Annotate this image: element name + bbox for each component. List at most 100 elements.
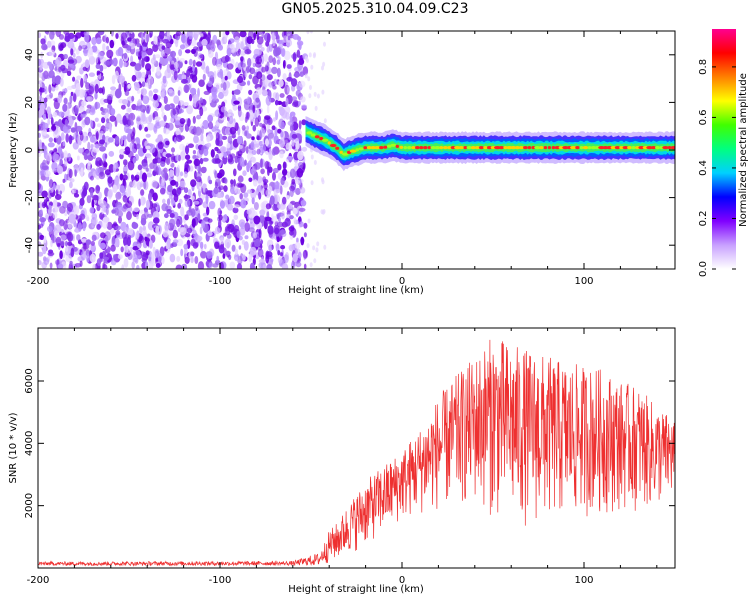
spectrogram-noise-cell: [92, 263, 97, 269]
spectrogram-noise-cell: [111, 74, 116, 85]
spectrogram-noise-cell: [153, 88, 159, 94]
spectrogram-noise-cell: [203, 167, 207, 172]
spectrogram-noise-cell: [118, 216, 122, 224]
spectrogram-noise-cell: [89, 253, 96, 263]
spectrogram-noise-cell: [51, 161, 58, 171]
spectrogram-noise-cell: [152, 100, 159, 108]
spectrogram-noise-cell: [255, 87, 263, 96]
spectrogram-noise-cell: [176, 218, 181, 228]
spectrogram-noise-cell: [52, 152, 58, 162]
spectrogram-noise-cell: [99, 146, 106, 152]
spectrogram-noise-cell: [109, 123, 112, 133]
spectrogram-noise-cell: [274, 99, 279, 106]
spectrogram-noise-cell: [62, 103, 68, 112]
spectrogram-noise-cell: [49, 262, 53, 269]
spectrogram-noise-cell: [105, 36, 109, 44]
spectrogram-noise-cell: [48, 207, 53, 217]
spectrogram-noise-cell: [125, 188, 131, 198]
spectrogram-noise-cell: [109, 39, 115, 49]
spectrogram-noise-cell: [171, 199, 176, 205]
spectrogram-noise-cell: [272, 171, 276, 181]
spectrogram-noise-cell: [131, 148, 137, 153]
spectrogram-noise-cell: [293, 216, 297, 225]
spectrogram-noise-cell: [300, 238, 305, 243]
spectrogram-noise-cell: [247, 160, 252, 168]
spectrogram-noise-cell: [269, 195, 275, 205]
spectrogram-noise-cell: [249, 221, 255, 230]
spectrogram-noise-cell: [175, 154, 179, 161]
spectrogram-noise-cell: [169, 218, 176, 229]
spectrogram-noise-cell: [127, 234, 132, 240]
spectrogram-noise-cell: [186, 227, 193, 234]
spectrogram-noise-cell: [278, 138, 286, 148]
spectrogram-noise-cell: [121, 264, 125, 269]
spectrogram-noise-cell: [282, 168, 288, 176]
spectrogram-noise-cell: [53, 148, 57, 153]
spectrogram-noise-cell: [171, 147, 175, 153]
spectrogram-noise-cell: [146, 33, 150, 43]
spectrogram-peak: [487, 146, 492, 150]
spectrogram-noise-cell: [162, 230, 169, 238]
spectrogram-ytick-label: 40: [24, 48, 35, 61]
spectrogram-noise-cell: [322, 41, 326, 47]
spectrogram-noise-cell: [38, 139, 42, 150]
spectrogram-noise-cell: [162, 75, 167, 84]
spectrogram-noise-cell: [214, 181, 218, 189]
spectrogram-noise-cell: [96, 37, 102, 45]
spectrogram-noise-cell: [157, 150, 162, 159]
spectrogram-noise-cell: [285, 39, 293, 47]
spectrogram-noise-cell: [277, 163, 282, 171]
spectrogram-noise-cell: [188, 35, 193, 40]
spectrogram-noise-cell: [72, 76, 76, 82]
spectrogram-ytick-label: -40: [24, 237, 35, 253]
spectrogram-noise-cell: [70, 247, 75, 258]
snr-frame: [37, 327, 676, 569]
spectrogram-noise-cell: [203, 243, 207, 250]
spectrogram-noise-cell: [156, 121, 161, 127]
spectrogram-noise-cell: [131, 261, 135, 269]
spectrogram-noise-cell: [190, 251, 195, 257]
spectrogram-noise-cell: [298, 80, 306, 88]
spectrogram-noise-cell: [90, 240, 96, 246]
spectrogram-peak: [403, 146, 408, 150]
spectrogram-noise-cell: [68, 168, 73, 179]
spectrogram-noise-cell: [131, 135, 135, 145]
spectrogram-noise-cell: [82, 221, 86, 232]
spectrogram-noise-cell: [96, 123, 102, 128]
spectrogram-noise-cell: [74, 263, 82, 268]
spectrogram-noise-cell: [292, 100, 299, 107]
spectrogram-noise-cell: [272, 57, 277, 66]
spectrogram-noise-cell: [85, 108, 91, 114]
spectrogram-noise-cell: [169, 213, 175, 218]
spectrogram-noise-cell: [80, 167, 84, 178]
spectrogram-noise-cell: [159, 31, 165, 40]
spectrogram-noise-cell: [149, 32, 153, 38]
spectrogram-noise-cell: [233, 100, 240, 105]
spectrogram-noise-cell: [104, 60, 111, 66]
spectrogram-noise-cell: [268, 148, 272, 155]
spectrogram-peak: [319, 137, 324, 141]
spectrogram-noise-cell: [263, 53, 268, 62]
spectrogram-noise-cell: [222, 81, 227, 91]
spectrogram-peak: [379, 146, 384, 150]
spectrogram-peak: [523, 146, 528, 150]
spectrogram-noise-cell: [237, 175, 244, 183]
spectrogram-noise-cell: [145, 173, 153, 178]
spectrogram-peak: [587, 146, 592, 150]
spectrogram-noise-cell: [280, 245, 286, 250]
spectrogram-noise-cell: [302, 156, 306, 164]
spectrogram-noise-cell: [157, 141, 164, 150]
spectrogram-noise-cell: [292, 52, 297, 63]
spectrogram-noise-cell: [150, 57, 157, 65]
spectrogram-noise-cell: [117, 46, 124, 57]
spectrogram-noise-cell: [86, 253, 90, 263]
spectrogram-noise-cell: [268, 244, 273, 252]
spectrogram-noise-cell: [66, 70, 72, 77]
spectrogram-noise-cell: [57, 94, 63, 104]
spectrogram-noise-cell: [244, 49, 252, 55]
spectrogram-noise-cell: [292, 253, 298, 263]
spectrogram-noise-cell: [238, 145, 243, 149]
spectrogram-noise-cell: [286, 31, 293, 38]
spectrogram-noise-cell: [177, 202, 182, 209]
spectrogram-noise-cell: [227, 146, 231, 155]
